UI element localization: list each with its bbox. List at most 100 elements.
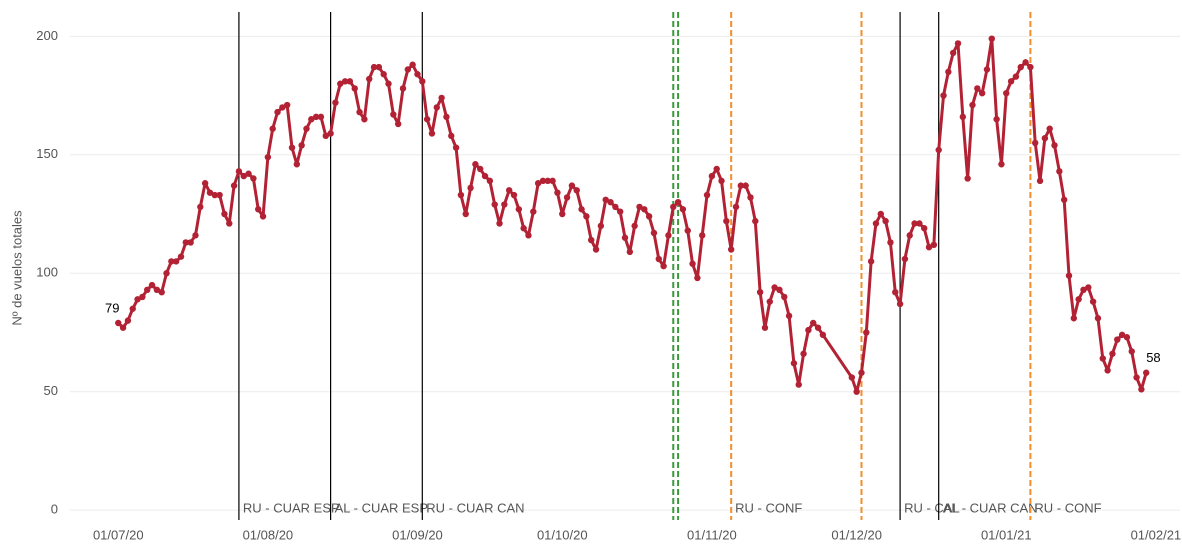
data-point — [848, 374, 856, 381]
data-point — [230, 182, 238, 189]
data-point — [887, 239, 894, 246]
data-point — [925, 243, 933, 251]
data-point — [882, 217, 889, 225]
data-point — [211, 191, 218, 199]
data-point — [1080, 286, 1087, 294]
data-point — [235, 168, 243, 175]
data-point — [1089, 298, 1097, 305]
data-point — [153, 286, 161, 294]
data-point — [800, 350, 807, 357]
data-point — [457, 191, 465, 199]
data-point — [496, 220, 503, 227]
data-point — [1133, 374, 1140, 381]
data-point — [462, 210, 469, 218]
data-point — [597, 222, 605, 230]
data-point — [312, 113, 320, 121]
data-point — [727, 246, 735, 253]
data-point — [1017, 63, 1024, 71]
data-point — [404, 66, 412, 73]
x-tick-label: 01/11/20 — [687, 527, 737, 542]
data-point — [144, 286, 151, 294]
x-tick-label: 01/12/20 — [831, 527, 882, 542]
data-point — [206, 189, 214, 196]
y-tick-label: 50 — [44, 383, 58, 398]
x-tick-label: 01/09/20 — [392, 527, 443, 542]
data-point — [216, 191, 223, 199]
x-tick-label: 01/10/20 — [537, 527, 588, 542]
data-point — [988, 35, 995, 42]
data-point — [1138, 386, 1145, 393]
data-point — [771, 284, 778, 291]
data-point — [1007, 78, 1015, 85]
data-point — [1075, 296, 1082, 303]
data-point — [713, 165, 720, 173]
data-point — [1143, 369, 1150, 376]
event-label: RU - CUAR ESP — [243, 500, 340, 515]
data-point — [288, 144, 296, 151]
data-point — [240, 172, 247, 180]
data-point — [679, 206, 687, 213]
data-point — [964, 175, 971, 182]
data-point — [1094, 315, 1102, 322]
data-point — [930, 241, 938, 249]
data-point — [399, 85, 407, 92]
data-point — [274, 108, 281, 116]
data-point — [477, 165, 484, 173]
data-point — [390, 111, 397, 118]
data-point — [510, 191, 518, 199]
data-point — [602, 196, 609, 203]
data-point — [255, 206, 262, 213]
data-point — [409, 61, 416, 68]
data-point — [520, 225, 527, 232]
data-point — [163, 270, 170, 277]
data-point — [129, 305, 136, 312]
x-tick-label: 01/01/21 — [981, 527, 1032, 542]
data-point — [327, 130, 334, 137]
event-label: AL - CUAR ESP — [335, 500, 428, 515]
data-point — [182, 239, 190, 246]
data-point — [414, 71, 421, 78]
data-point — [969, 101, 976, 109]
data-point — [896, 300, 904, 308]
data-point — [568, 182, 576, 189]
data-point — [655, 255, 662, 263]
data-point — [790, 360, 798, 367]
data-point — [554, 189, 561, 196]
data-point — [766, 298, 773, 305]
data-label: 58 — [1146, 350, 1160, 365]
data-point — [761, 324, 769, 331]
data-point — [549, 177, 556, 185]
data-point — [303, 125, 310, 132]
data-point — [1114, 336, 1121, 343]
data-point — [452, 144, 460, 151]
data-point — [974, 85, 981, 92]
data-point — [592, 246, 600, 253]
data-point — [949, 49, 957, 57]
data-point — [737, 182, 745, 189]
data-point — [283, 101, 291, 109]
data-point — [134, 296, 141, 303]
data-point — [486, 177, 494, 185]
data-point — [298, 142, 305, 149]
data-point — [742, 182, 749, 189]
data-point — [1022, 59, 1029, 66]
data-point — [559, 210, 566, 218]
data-point — [467, 184, 474, 192]
data-point — [322, 132, 329, 140]
data-point — [621, 234, 629, 241]
data-point — [1099, 355, 1106, 362]
data-point — [718, 177, 725, 185]
data-point — [723, 217, 730, 225]
data-point — [694, 274, 701, 282]
data-point — [1085, 284, 1092, 291]
data-point — [226, 220, 233, 227]
data-point — [172, 258, 180, 265]
data-point — [636, 203, 643, 211]
data-point — [472, 161, 479, 168]
data-point — [505, 187, 513, 194]
data-point — [1032, 139, 1039, 147]
x-tick-label: 01/02/21 — [1131, 527, 1182, 542]
data-point — [916, 220, 923, 227]
data-point — [732, 203, 740, 211]
data-point — [578, 206, 585, 213]
